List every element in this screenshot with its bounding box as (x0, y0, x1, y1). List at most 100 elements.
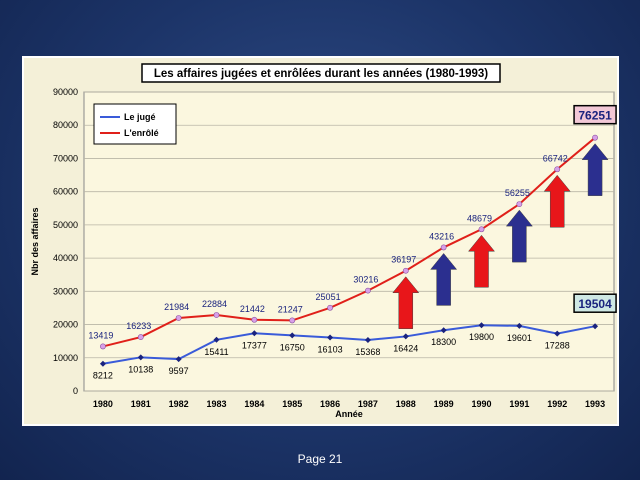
data-point (402, 333, 409, 340)
data-point (554, 330, 561, 337)
data-point (99, 360, 106, 367)
x-tick-label: 1980 (93, 399, 113, 409)
x-tick-label: 1989 (434, 399, 454, 409)
x-tick-label: 1983 (206, 399, 226, 409)
y-tick-label: 60000 (53, 187, 78, 197)
legend-label: Le jugé (124, 112, 156, 122)
data-point (327, 334, 334, 341)
legend-label: L'enrôlé (124, 128, 159, 138)
series-line (102, 136, 596, 348)
value-callout (573, 293, 617, 313)
y-tick-label: 50000 (53, 220, 78, 230)
data-point (175, 315, 182, 321)
data-label: 36197 (391, 255, 416, 265)
x-tick-label: 1984 (244, 399, 264, 409)
trend-arrow (430, 253, 458, 306)
data-point (213, 312, 220, 318)
data-label: 18300 (431, 337, 456, 347)
data-label: 30216 (353, 275, 378, 285)
data-point (440, 327, 447, 334)
chart: 0 10000 20000 30000 40000 50000 60000 70000 8000… (30, 63, 617, 419)
chart-title-box (141, 63, 501, 83)
y-tick-label: 80000 (53, 120, 78, 130)
data-label: 9597 (169, 366, 189, 376)
y-tick-label: 30000 (53, 286, 78, 296)
data-label: 16424 (393, 343, 418, 353)
data-point (592, 323, 599, 330)
data-point (440, 244, 447, 251)
y-tick-label: 20000 (53, 320, 78, 330)
x-tick-label: 1992 (547, 399, 567, 409)
x-tick-label: 1986 (320, 399, 340, 409)
data-label: 21442 (240, 304, 265, 314)
data-point (251, 316, 258, 323)
data-point (137, 334, 144, 340)
x-tick-label: 1990 (471, 399, 491, 409)
data-point (289, 332, 296, 339)
data-label: 25051 (316, 292, 341, 302)
trend-arrow (392, 276, 420, 329)
data-point (175, 356, 182, 363)
value-callout (573, 104, 617, 125)
y-tick-label: 10000 (53, 353, 78, 363)
data-point (251, 330, 258, 337)
y-tick-label: 90000 (53, 87, 78, 97)
x-tick-label: 1991 (509, 399, 529, 409)
data-label: 15368 (355, 347, 380, 357)
x-tick-label: 1985 (282, 399, 302, 409)
data-label: 16233 (126, 321, 151, 331)
data-label: 13419 (88, 330, 113, 340)
data-point (213, 336, 220, 343)
x-tick-label: 1982 (169, 399, 189, 409)
data-point (100, 343, 106, 350)
data-label: 10138 (128, 364, 153, 374)
data-label: 21984 (164, 302, 189, 312)
x-tick-label: 1993 (585, 399, 605, 409)
data-point (554, 166, 561, 173)
data-label: 16103 (318, 345, 343, 355)
data-point (137, 354, 144, 361)
data-point (365, 287, 371, 294)
data-point (402, 267, 409, 274)
y-axis-title: Nbr des affaires (30, 207, 40, 275)
y-tick-label: 0 (73, 386, 78, 396)
slide-frame: 0 10000 20000 30000 40000 50000 60000 70000 8000… (22, 56, 619, 426)
y-tick-label: 70000 (53, 153, 78, 163)
data-point (327, 304, 333, 311)
y-tick-label: 40000 (53, 253, 78, 263)
value-callout-text: 76251 (578, 109, 612, 123)
series-line (102, 324, 596, 365)
data-label: 48679 (467, 213, 492, 223)
data-point (478, 322, 485, 329)
data-label: 22884 (202, 299, 227, 309)
x-tick-label: 1987 (358, 399, 378, 409)
x-axis-title: Année (335, 409, 363, 419)
data-point (516, 201, 523, 208)
trend-arrow (467, 234, 496, 288)
data-point (364, 336, 371, 343)
data-label: 43216 (429, 231, 454, 241)
chart-title: Les affaires jugées et enrôlées durant l… (154, 68, 488, 80)
data-label: 17377 (242, 340, 267, 350)
data-label: 19601 (507, 333, 532, 343)
data-point (478, 226, 485, 233)
page-number: Page 21 (297, 452, 343, 466)
data-label: 66742 (543, 153, 568, 163)
data-label: 56255 (505, 188, 530, 198)
data-label: 17288 (545, 341, 570, 351)
data-point (592, 134, 598, 141)
x-tick-label: 1981 (131, 399, 151, 409)
trend-arrow (505, 209, 533, 263)
x-tick-label: 1988 (396, 399, 416, 409)
data-label: 21247 (278, 304, 303, 314)
trend-arrow (543, 174, 571, 228)
data-label: 19800 (469, 332, 494, 342)
trend-arrow (581, 143, 609, 196)
data-label: 15411 (204, 347, 228, 357)
data-point (516, 322, 523, 329)
data-label: 8212 (93, 371, 113, 381)
value-callout-text: 19504 (578, 297, 612, 311)
data-point (289, 317, 296, 324)
legend-box (93, 103, 177, 145)
data-label: 16750 (280, 342, 305, 352)
